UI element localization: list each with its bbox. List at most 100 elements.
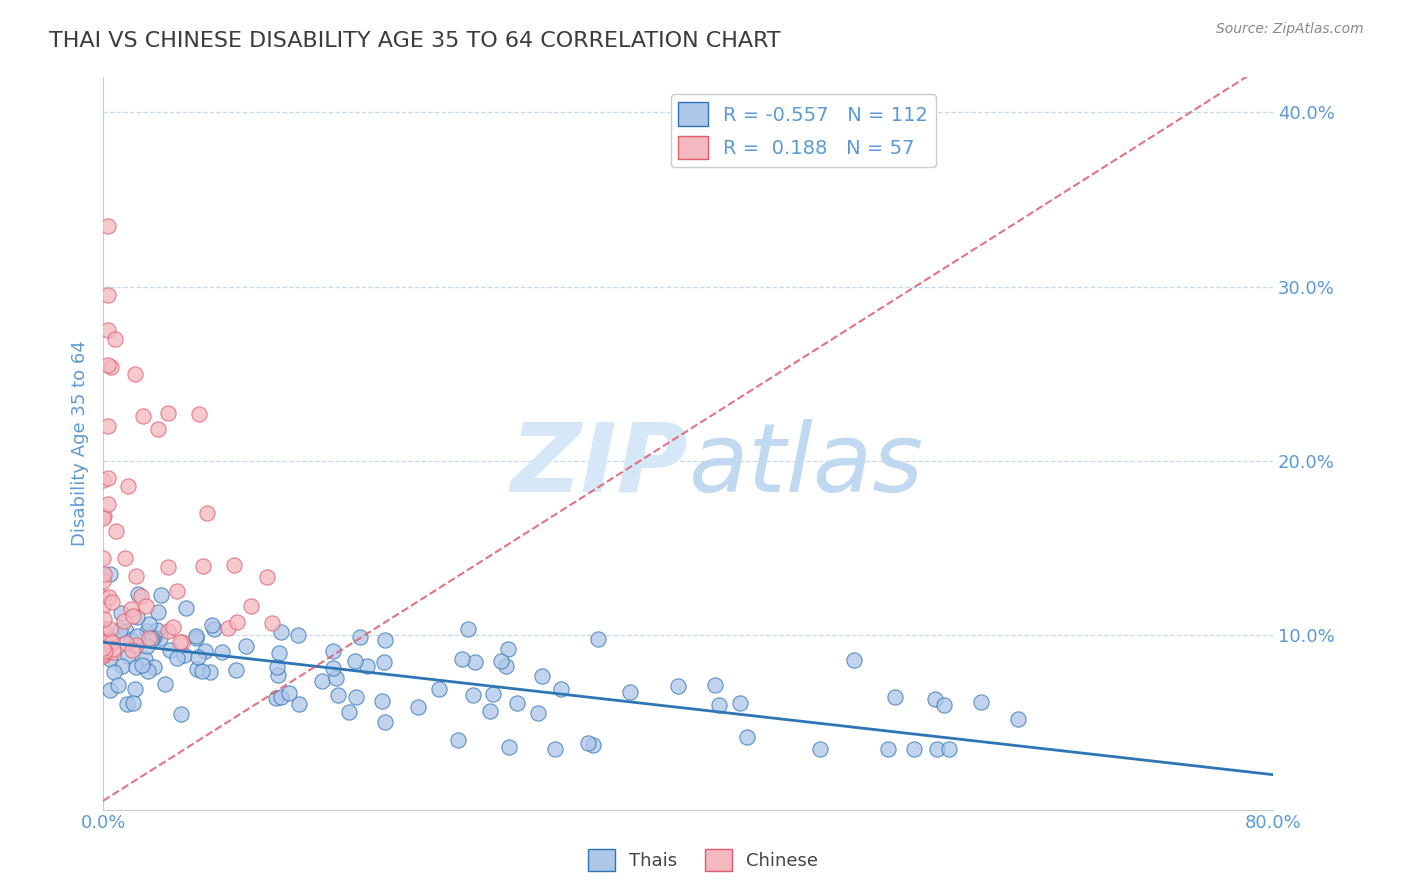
Point — [91, 647, 114, 661]
Point — [139, 633, 162, 648]
Point — [877, 741, 900, 756]
Point — [496, 642, 519, 657]
Point — [481, 687, 503, 701]
Point — [98, 634, 121, 648]
Point — [149, 632, 172, 646]
Point — [427, 681, 450, 696]
Point — [124, 367, 146, 381]
Point — [883, 690, 905, 704]
Point — [343, 655, 366, 669]
Point — [134, 652, 156, 666]
Point — [131, 657, 153, 672]
Point — [96, 323, 118, 337]
Point — [464, 655, 486, 669]
Point — [349, 630, 371, 644]
Point — [325, 671, 347, 685]
Point — [582, 739, 605, 753]
Point — [457, 623, 479, 637]
Point — [120, 633, 142, 648]
Point — [114, 635, 136, 649]
Point — [103, 665, 125, 679]
Point — [619, 685, 641, 699]
Point — [91, 621, 114, 635]
Point — [115, 624, 138, 639]
Point — [117, 648, 139, 663]
Point — [91, 644, 114, 658]
Point — [266, 659, 288, 673]
Point — [225, 663, 247, 677]
Point — [111, 659, 134, 673]
Point — [91, 574, 114, 588]
Point — [322, 661, 344, 675]
Point — [322, 644, 344, 658]
Point — [451, 651, 474, 665]
Point — [101, 642, 124, 657]
Point — [222, 558, 245, 572]
Point — [159, 643, 181, 657]
Point — [124, 682, 146, 697]
Point — [479, 704, 502, 718]
Point — [93, 612, 115, 626]
Point — [141, 631, 163, 645]
Point — [98, 622, 121, 636]
Point — [125, 638, 148, 652]
Point — [191, 559, 214, 574]
Point — [120, 602, 142, 616]
Point — [146, 605, 169, 619]
Point — [970, 695, 993, 709]
Point — [127, 610, 149, 624]
Point — [187, 650, 209, 665]
Point — [938, 741, 960, 756]
Point — [288, 697, 311, 711]
Point — [96, 288, 118, 302]
Point — [101, 634, 124, 648]
Point — [498, 740, 520, 755]
Point — [115, 697, 138, 711]
Point — [195, 506, 218, 520]
Point — [108, 624, 131, 638]
Point — [91, 590, 114, 604]
Point — [166, 584, 188, 599]
Point — [374, 632, 396, 647]
Text: atlas: atlas — [688, 419, 924, 512]
Point — [121, 642, 143, 657]
Point — [100, 360, 122, 375]
Point — [136, 624, 159, 638]
Legend: Thais, Chinese: Thais, Chinese — [581, 842, 825, 879]
Point — [495, 659, 517, 673]
Point — [132, 409, 155, 423]
Point — [184, 632, 207, 646]
Point — [96, 419, 118, 434]
Point — [100, 652, 122, 666]
Point — [105, 524, 128, 539]
Point — [328, 688, 350, 702]
Point — [103, 645, 125, 659]
Point — [240, 599, 263, 613]
Point — [146, 623, 169, 637]
Point — [114, 550, 136, 565]
Point — [266, 690, 288, 705]
Point — [270, 625, 292, 640]
Point — [408, 700, 430, 714]
Text: ZIP: ZIP — [510, 419, 688, 512]
Point — [100, 683, 122, 698]
Point — [267, 647, 290, 661]
Point — [91, 649, 114, 664]
Point — [235, 640, 257, 654]
Point — [169, 634, 191, 648]
Point — [371, 694, 394, 708]
Point — [96, 358, 118, 372]
Point — [125, 660, 148, 674]
Point — [157, 406, 180, 420]
Point — [194, 644, 217, 658]
Point — [93, 567, 115, 582]
Point — [256, 570, 278, 584]
Point — [225, 615, 247, 630]
Point — [112, 615, 135, 629]
Point — [157, 559, 180, 574]
Point — [925, 741, 948, 756]
Point — [842, 653, 865, 667]
Point — [135, 599, 157, 613]
Point — [356, 659, 378, 673]
Point — [191, 664, 214, 678]
